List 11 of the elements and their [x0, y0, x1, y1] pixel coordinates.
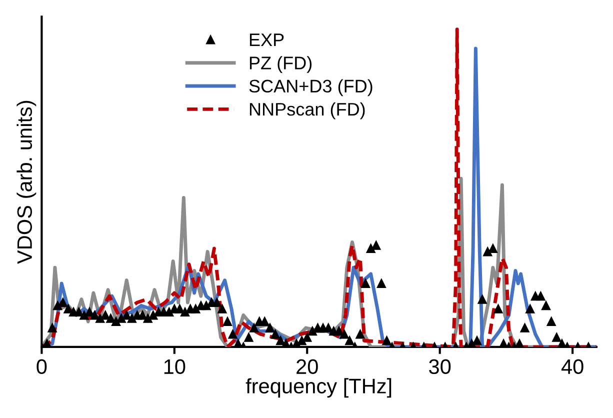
x-tick-label: 30 [429, 359, 451, 374]
x-tick-label: 0 [36, 359, 47, 374]
x-axis-title: frequency [THz] [246, 378, 392, 398]
legend-label: PZ (FD) [250, 56, 312, 73]
y-axis-title: VDOS (arb. units) [16, 100, 36, 264]
x-tick-label: 20 [296, 359, 318, 374]
x-tick-label: 10 [164, 359, 186, 374]
legend-label: EXP [250, 34, 284, 46]
legend-label: SCAN+D3 (FD) [249, 79, 372, 96]
legend-label: NNPscan (FD) [250, 102, 365, 120]
x-tick-label: 40 [561, 359, 584, 374]
